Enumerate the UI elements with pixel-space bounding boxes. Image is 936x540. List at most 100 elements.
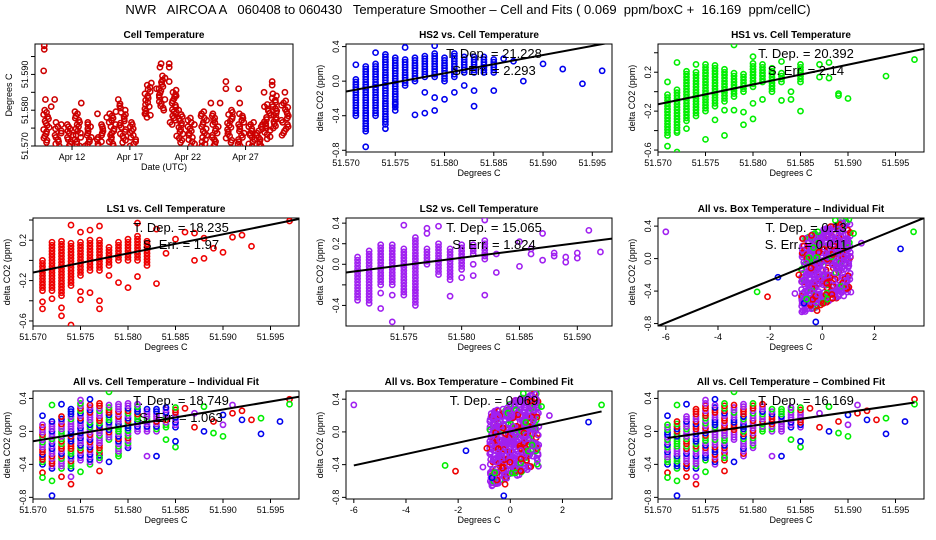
data-point <box>162 249 170 257</box>
data-point <box>768 64 776 72</box>
x-axis-label: Degrees C <box>144 515 188 525</box>
x-tick-label: 51.570 <box>19 505 47 515</box>
data-point <box>730 72 738 80</box>
data-point <box>452 467 459 475</box>
chart-title: All vs. Cell Temperature – Individual Fi… <box>73 377 260 388</box>
data-point <box>460 53 468 61</box>
data-point <box>165 78 173 85</box>
data-point <box>153 408 160 416</box>
data-point <box>124 256 132 264</box>
data-point <box>134 256 141 264</box>
chart-title: All vs. Box Temperature – Individual Fit <box>698 204 885 215</box>
data-point <box>365 272 373 279</box>
data-point <box>159 72 166 80</box>
data-point <box>508 411 516 419</box>
x-tick-label: 51.585 <box>162 505 190 515</box>
data-point <box>441 462 449 469</box>
data-point <box>191 423 198 431</box>
data-point <box>819 299 827 307</box>
data-point <box>673 89 681 97</box>
data-point <box>501 416 509 424</box>
data-point <box>483 444 491 452</box>
data-point <box>250 118 258 126</box>
y-tick-label: -0.4 <box>643 457 653 473</box>
data-point <box>435 222 442 230</box>
data-point <box>96 251 103 259</box>
data-point <box>435 255 442 263</box>
data-point <box>411 277 419 285</box>
data-point <box>128 118 135 126</box>
data-point <box>103 113 111 121</box>
data-point <box>517 459 525 467</box>
data-point <box>816 423 823 431</box>
y-axis-label: delta CO2 (ppm) <box>2 412 12 479</box>
y-tick-label: -0.2 <box>18 273 28 289</box>
data-point <box>207 99 215 107</box>
data-point <box>134 400 141 408</box>
data-point <box>372 63 379 70</box>
data-point <box>450 88 458 96</box>
y-tick-label: -0.4 <box>331 298 341 314</box>
data-point <box>372 60 379 68</box>
data-point <box>901 418 909 425</box>
data-point <box>411 289 419 297</box>
x-axis-label: Degrees C <box>457 168 501 178</box>
x-tick-label: 51.590 <box>209 505 237 515</box>
y-tick-label: 0.2 <box>643 66 653 79</box>
data-point <box>501 474 509 482</box>
data-point <box>96 305 103 313</box>
data-point <box>48 256 56 264</box>
data-point <box>517 455 525 463</box>
data-point <box>493 406 501 414</box>
data-point <box>490 87 498 95</box>
x-tick-label: 51.590 <box>209 332 237 342</box>
data-point <box>585 226 593 234</box>
data-point <box>388 256 396 264</box>
x-tick-label: 51.575 <box>381 158 409 168</box>
data-point <box>692 68 700 76</box>
data-point <box>143 452 151 460</box>
data-point <box>96 239 103 247</box>
x-axis-label: Degrees C <box>457 342 501 352</box>
data-point <box>134 241 141 249</box>
x-axis-label: Degrees C <box>144 342 188 352</box>
data-point <box>673 420 681 428</box>
data-point <box>810 244 817 252</box>
data-point <box>352 78 360 86</box>
data-point <box>77 269 84 276</box>
data-point <box>823 279 831 287</box>
data-point <box>435 261 442 269</box>
data-point <box>836 228 844 236</box>
data-point <box>516 406 524 413</box>
data-point <box>77 250 84 258</box>
x-tick-label: 2 <box>872 332 877 342</box>
data-point <box>143 240 151 248</box>
data-point <box>517 447 525 454</box>
data-point <box>797 107 804 115</box>
data-point <box>721 399 728 407</box>
data-point <box>172 86 180 94</box>
data-point <box>105 458 113 466</box>
data-point <box>844 421 852 429</box>
data-point <box>229 409 236 417</box>
y-tick-label: -0.4 <box>331 457 341 473</box>
data-point <box>354 272 361 279</box>
data-point <box>86 248 94 256</box>
data-point <box>377 241 385 249</box>
data-point <box>759 61 766 68</box>
fit-line <box>667 401 915 439</box>
data-point <box>764 293 771 301</box>
data-point <box>400 257 408 265</box>
data-point <box>597 248 604 256</box>
data-point <box>362 143 370 151</box>
data-point <box>692 71 700 79</box>
data-point <box>67 480 75 488</box>
data-point <box>759 400 766 408</box>
data-point <box>173 132 181 140</box>
data-point <box>400 245 408 253</box>
data-point <box>897 245 904 253</box>
data-point <box>778 452 785 460</box>
data-point <box>559 65 567 73</box>
data-point <box>181 228 189 236</box>
data-point <box>702 63 709 71</box>
